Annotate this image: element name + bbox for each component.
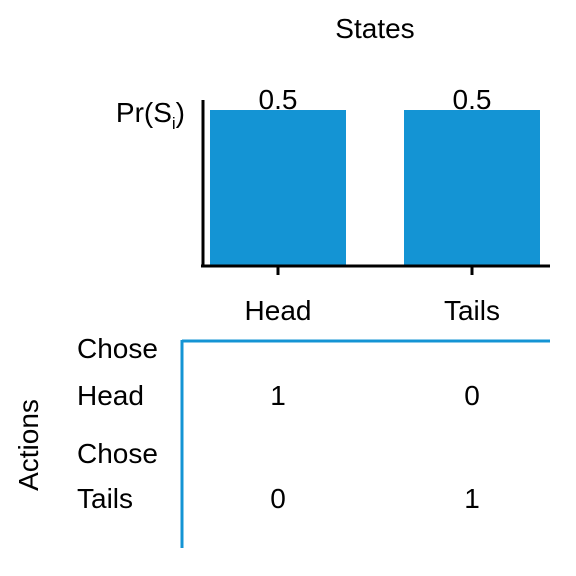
row-2-label-line2: Tails (77, 483, 133, 514)
row-1-label-line1: Chose (77, 333, 158, 364)
row-1-label-line2: Head (77, 380, 144, 411)
cell-head-head: 1 (270, 380, 286, 411)
bars-group: 0.5 Head 0.5 Tails (210, 84, 540, 326)
x-tick-label-head: Head (245, 295, 312, 326)
chart-title: States (335, 13, 414, 44)
bar-value-label-head: 0.5 (259, 84, 298, 115)
cell-head-tails: 0 (464, 380, 480, 411)
y-axis-label: Pr(Si) (116, 97, 185, 133)
bar-value-label-tails: 0.5 (453, 84, 492, 115)
row-2-label-line1: Chose (77, 438, 158, 469)
bar-head (210, 110, 346, 266)
x-tick-label-tails: Tails (444, 295, 500, 326)
cell-tails-tails: 1 (464, 483, 480, 514)
cell-tails-head: 0 (270, 483, 286, 514)
actions-axis-label: Actions (13, 399, 44, 491)
bar-tails (404, 110, 540, 266)
